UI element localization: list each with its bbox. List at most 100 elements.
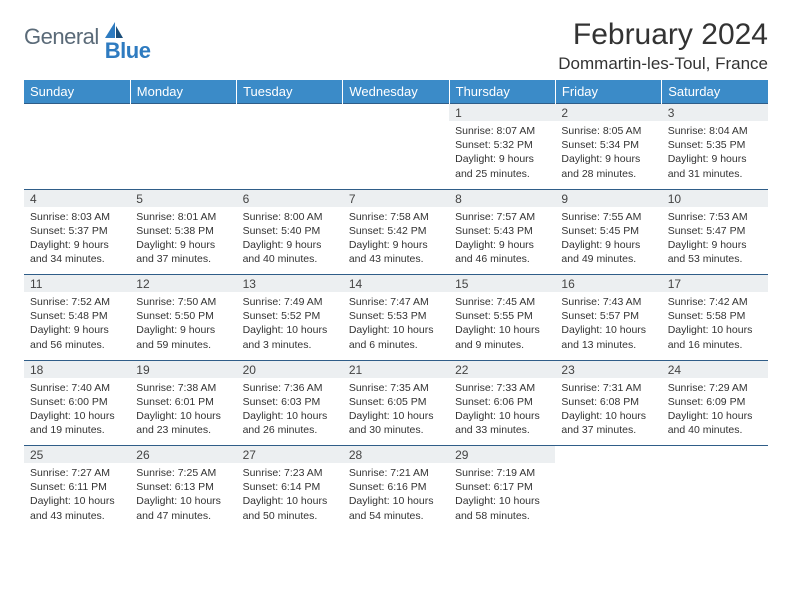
sunrise-text: Sunrise: 7:57 AM — [455, 210, 549, 224]
brand-logo: General Blue — [24, 18, 170, 50]
sunrise-text: Sunrise: 8:05 AM — [561, 124, 655, 138]
sunrise-text: Sunrise: 7:53 AM — [668, 210, 762, 224]
sunset-text: Sunset: 5:52 PM — [243, 309, 337, 323]
daylight-text: Daylight: 9 hours — [668, 238, 762, 252]
sunset-text: Sunset: 5:38 PM — [136, 224, 230, 238]
sunset-text: Sunset: 6:11 PM — [30, 480, 124, 494]
sunrise-text: Sunrise: 7:21 AM — [349, 466, 443, 480]
day-info-cell: Sunrise: 7:40 AMSunset: 6:00 PMDaylight:… — [24, 378, 130, 446]
day-info-row: Sunrise: 8:03 AMSunset: 5:37 PMDaylight:… — [24, 207, 768, 275]
daylight-text: Daylight: 9 hours — [561, 152, 655, 166]
daylight-text: and 56 minutes. — [30, 338, 124, 352]
day-info-cell: Sunrise: 7:52 AMSunset: 5:48 PMDaylight:… — [24, 292, 130, 360]
daylight-text: Daylight: 9 hours — [136, 323, 230, 337]
day-info-cell: Sunrise: 7:38 AMSunset: 6:01 PMDaylight:… — [130, 378, 236, 446]
sunset-text: Sunset: 5:34 PM — [561, 138, 655, 152]
day-number-cell: 14 — [343, 275, 449, 293]
day-number-cell — [130, 104, 236, 122]
sunset-text: Sunset: 6:00 PM — [30, 395, 124, 409]
day-info-cell: Sunrise: 8:05 AMSunset: 5:34 PMDaylight:… — [555, 121, 661, 189]
daylight-text: and 59 minutes. — [136, 338, 230, 352]
day-header-row: Sunday Monday Tuesday Wednesday Thursday… — [24, 80, 768, 104]
sunset-text: Sunset: 6:03 PM — [243, 395, 337, 409]
day-number-cell: 23 — [555, 360, 661, 378]
daylight-text: Daylight: 9 hours — [30, 238, 124, 252]
daylight-text: and 46 minutes. — [455, 252, 549, 266]
daylight-text: Daylight: 9 hours — [349, 238, 443, 252]
sunrise-text: Sunrise: 8:07 AM — [455, 124, 549, 138]
daylight-text: Daylight: 9 hours — [561, 238, 655, 252]
sunrise-text: Sunrise: 7:55 AM — [561, 210, 655, 224]
daylight-text: Daylight: 10 hours — [30, 494, 124, 508]
sunrise-text: Sunrise: 7:25 AM — [136, 466, 230, 480]
day-number-cell: 22 — [449, 360, 555, 378]
daylight-text: and 37 minutes. — [136, 252, 230, 266]
day-info-cell — [24, 121, 130, 189]
day-header: Tuesday — [237, 80, 343, 104]
sunset-text: Sunset: 5:32 PM — [455, 138, 549, 152]
day-number-cell: 25 — [24, 446, 130, 464]
daylight-text: and 31 minutes. — [668, 167, 762, 181]
day-info-cell: Sunrise: 8:03 AMSunset: 5:37 PMDaylight:… — [24, 207, 130, 275]
day-info-cell — [662, 463, 768, 531]
sunrise-text: Sunrise: 7:52 AM — [30, 295, 124, 309]
daylight-text: and 6 minutes. — [349, 338, 443, 352]
sunrise-text: Sunrise: 8:04 AM — [668, 124, 762, 138]
daylight-text: Daylight: 9 hours — [668, 152, 762, 166]
sunset-text: Sunset: 5:40 PM — [243, 224, 337, 238]
day-info-cell: Sunrise: 7:36 AMSunset: 6:03 PMDaylight:… — [237, 378, 343, 446]
day-info-cell: Sunrise: 7:31 AMSunset: 6:08 PMDaylight:… — [555, 378, 661, 446]
daylight-text: and 28 minutes. — [561, 167, 655, 181]
sunrise-text: Sunrise: 7:35 AM — [349, 381, 443, 395]
sunrise-text: Sunrise: 8:01 AM — [136, 210, 230, 224]
sunset-text: Sunset: 6:01 PM — [136, 395, 230, 409]
sunrise-text: Sunrise: 7:27 AM — [30, 466, 124, 480]
daylight-text: and 40 minutes. — [668, 423, 762, 437]
sunrise-text: Sunrise: 7:58 AM — [349, 210, 443, 224]
day-number-cell — [24, 104, 130, 122]
sunrise-text: Sunrise: 7:50 AM — [136, 295, 230, 309]
sunrise-text: Sunrise: 8:03 AM — [30, 210, 124, 224]
day-info-cell: Sunrise: 7:19 AMSunset: 6:17 PMDaylight:… — [449, 463, 555, 531]
day-info-cell — [343, 121, 449, 189]
sunset-text: Sunset: 5:55 PM — [455, 309, 549, 323]
daylight-text: Daylight: 9 hours — [136, 238, 230, 252]
day-info-cell: Sunrise: 7:27 AMSunset: 6:11 PMDaylight:… — [24, 463, 130, 531]
day-info-cell — [237, 121, 343, 189]
daylight-text: and 13 minutes. — [561, 338, 655, 352]
day-number-cell: 28 — [343, 446, 449, 464]
day-header: Thursday — [449, 80, 555, 104]
sunset-text: Sunset: 6:09 PM — [668, 395, 762, 409]
location-subtitle: Dommartin-les-Toul, France — [558, 54, 768, 74]
day-info-cell: Sunrise: 7:50 AMSunset: 5:50 PMDaylight:… — [130, 292, 236, 360]
sunset-text: Sunset: 6:16 PM — [349, 480, 443, 494]
sunset-text: Sunset: 5:48 PM — [30, 309, 124, 323]
daylight-text: and 50 minutes. — [243, 509, 337, 523]
day-number-cell: 26 — [130, 446, 236, 464]
sunset-text: Sunset: 6:13 PM — [136, 480, 230, 494]
sunset-text: Sunset: 5:45 PM — [561, 224, 655, 238]
daylight-text: Daylight: 10 hours — [243, 494, 337, 508]
day-number-cell: 18 — [24, 360, 130, 378]
day-number-cell: 3 — [662, 104, 768, 122]
day-number-cell: 21 — [343, 360, 449, 378]
day-number-cell: 24 — [662, 360, 768, 378]
sunset-text: Sunset: 5:53 PM — [349, 309, 443, 323]
daylight-text: and 43 minutes. — [349, 252, 443, 266]
daylight-text: and 3 minutes. — [243, 338, 337, 352]
daylight-text: Daylight: 10 hours — [30, 409, 124, 423]
sunrise-text: Sunrise: 7:29 AM — [668, 381, 762, 395]
day-number-cell: 7 — [343, 189, 449, 207]
day-info-cell: Sunrise: 7:55 AMSunset: 5:45 PMDaylight:… — [555, 207, 661, 275]
sunset-text: Sunset: 6:08 PM — [561, 395, 655, 409]
daylight-text: and 30 minutes. — [349, 423, 443, 437]
day-info-cell: Sunrise: 7:53 AMSunset: 5:47 PMDaylight:… — [662, 207, 768, 275]
day-info-cell: Sunrise: 8:07 AMSunset: 5:32 PMDaylight:… — [449, 121, 555, 189]
daylight-text: and 43 minutes. — [30, 509, 124, 523]
calendar-table: Sunday Monday Tuesday Wednesday Thursday… — [24, 80, 768, 531]
daylight-text: Daylight: 10 hours — [561, 409, 655, 423]
sunset-text: Sunset: 5:43 PM — [455, 224, 549, 238]
day-number-row: 2526272829 — [24, 446, 768, 464]
sunrise-text: Sunrise: 8:00 AM — [243, 210, 337, 224]
daylight-text: Daylight: 10 hours — [349, 409, 443, 423]
